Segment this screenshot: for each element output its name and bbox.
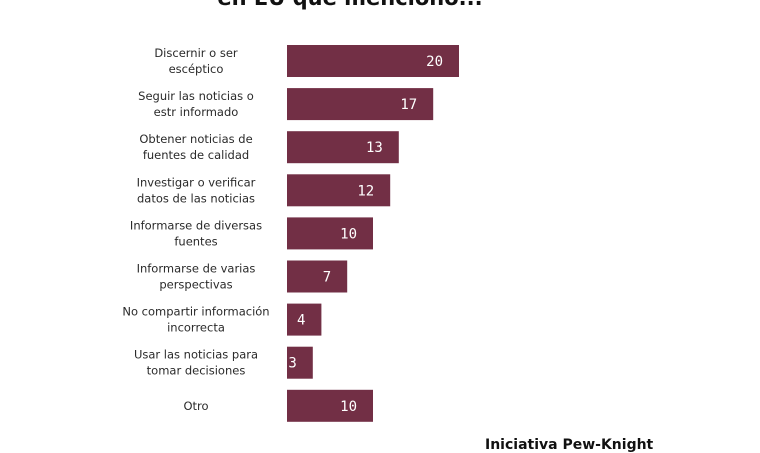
value-label-3: 12	[357, 183, 374, 199]
bar-4	[287, 217, 373, 250]
value-label-7: 3	[288, 356, 296, 372]
chart-title: en EU que mencionó...	[150, 0, 550, 10]
bar-3	[287, 174, 391, 207]
category-label-7: Usar las noticias para tomar decisiones	[134, 348, 258, 378]
category-label-5: Informarse de varias perspectivas	[137, 262, 256, 292]
value-label-5: 7	[323, 270, 331, 286]
category-label-6: No compartir información incorrecta	[122, 305, 269, 335]
value-label-0: 20	[426, 54, 443, 70]
value-label-2: 13	[366, 140, 383, 156]
category-label-0: Discernir o ser escéptico	[154, 46, 238, 76]
source-footer: Iniciativa Pew-Knight	[485, 437, 654, 453]
category-label-4: Informarse de diversas fuentes	[130, 218, 262, 248]
value-label-6: 4	[297, 313, 305, 329]
value-label-4: 10	[340, 226, 357, 242]
category-label-1: Seguir las noticias o estr informado	[138, 89, 254, 119]
bar-1	[287, 88, 434, 121]
bar-7	[287, 346, 313, 379]
bar-5	[287, 260, 348, 293]
bar-0	[287, 45, 459, 77]
bar-2	[287, 131, 399, 164]
category-label-3: Investigar o verificar datos de las notic…	[137, 175, 256, 205]
bar-8	[287, 389, 373, 422]
value-label-1: 17	[400, 97, 417, 113]
bar-6	[287, 303, 322, 336]
value-label-8: 10	[340, 399, 357, 415]
category-label-8: Otro	[183, 399, 208, 413]
category-label-2: Obtener noticias de fuentes de calidad	[139, 132, 252, 162]
